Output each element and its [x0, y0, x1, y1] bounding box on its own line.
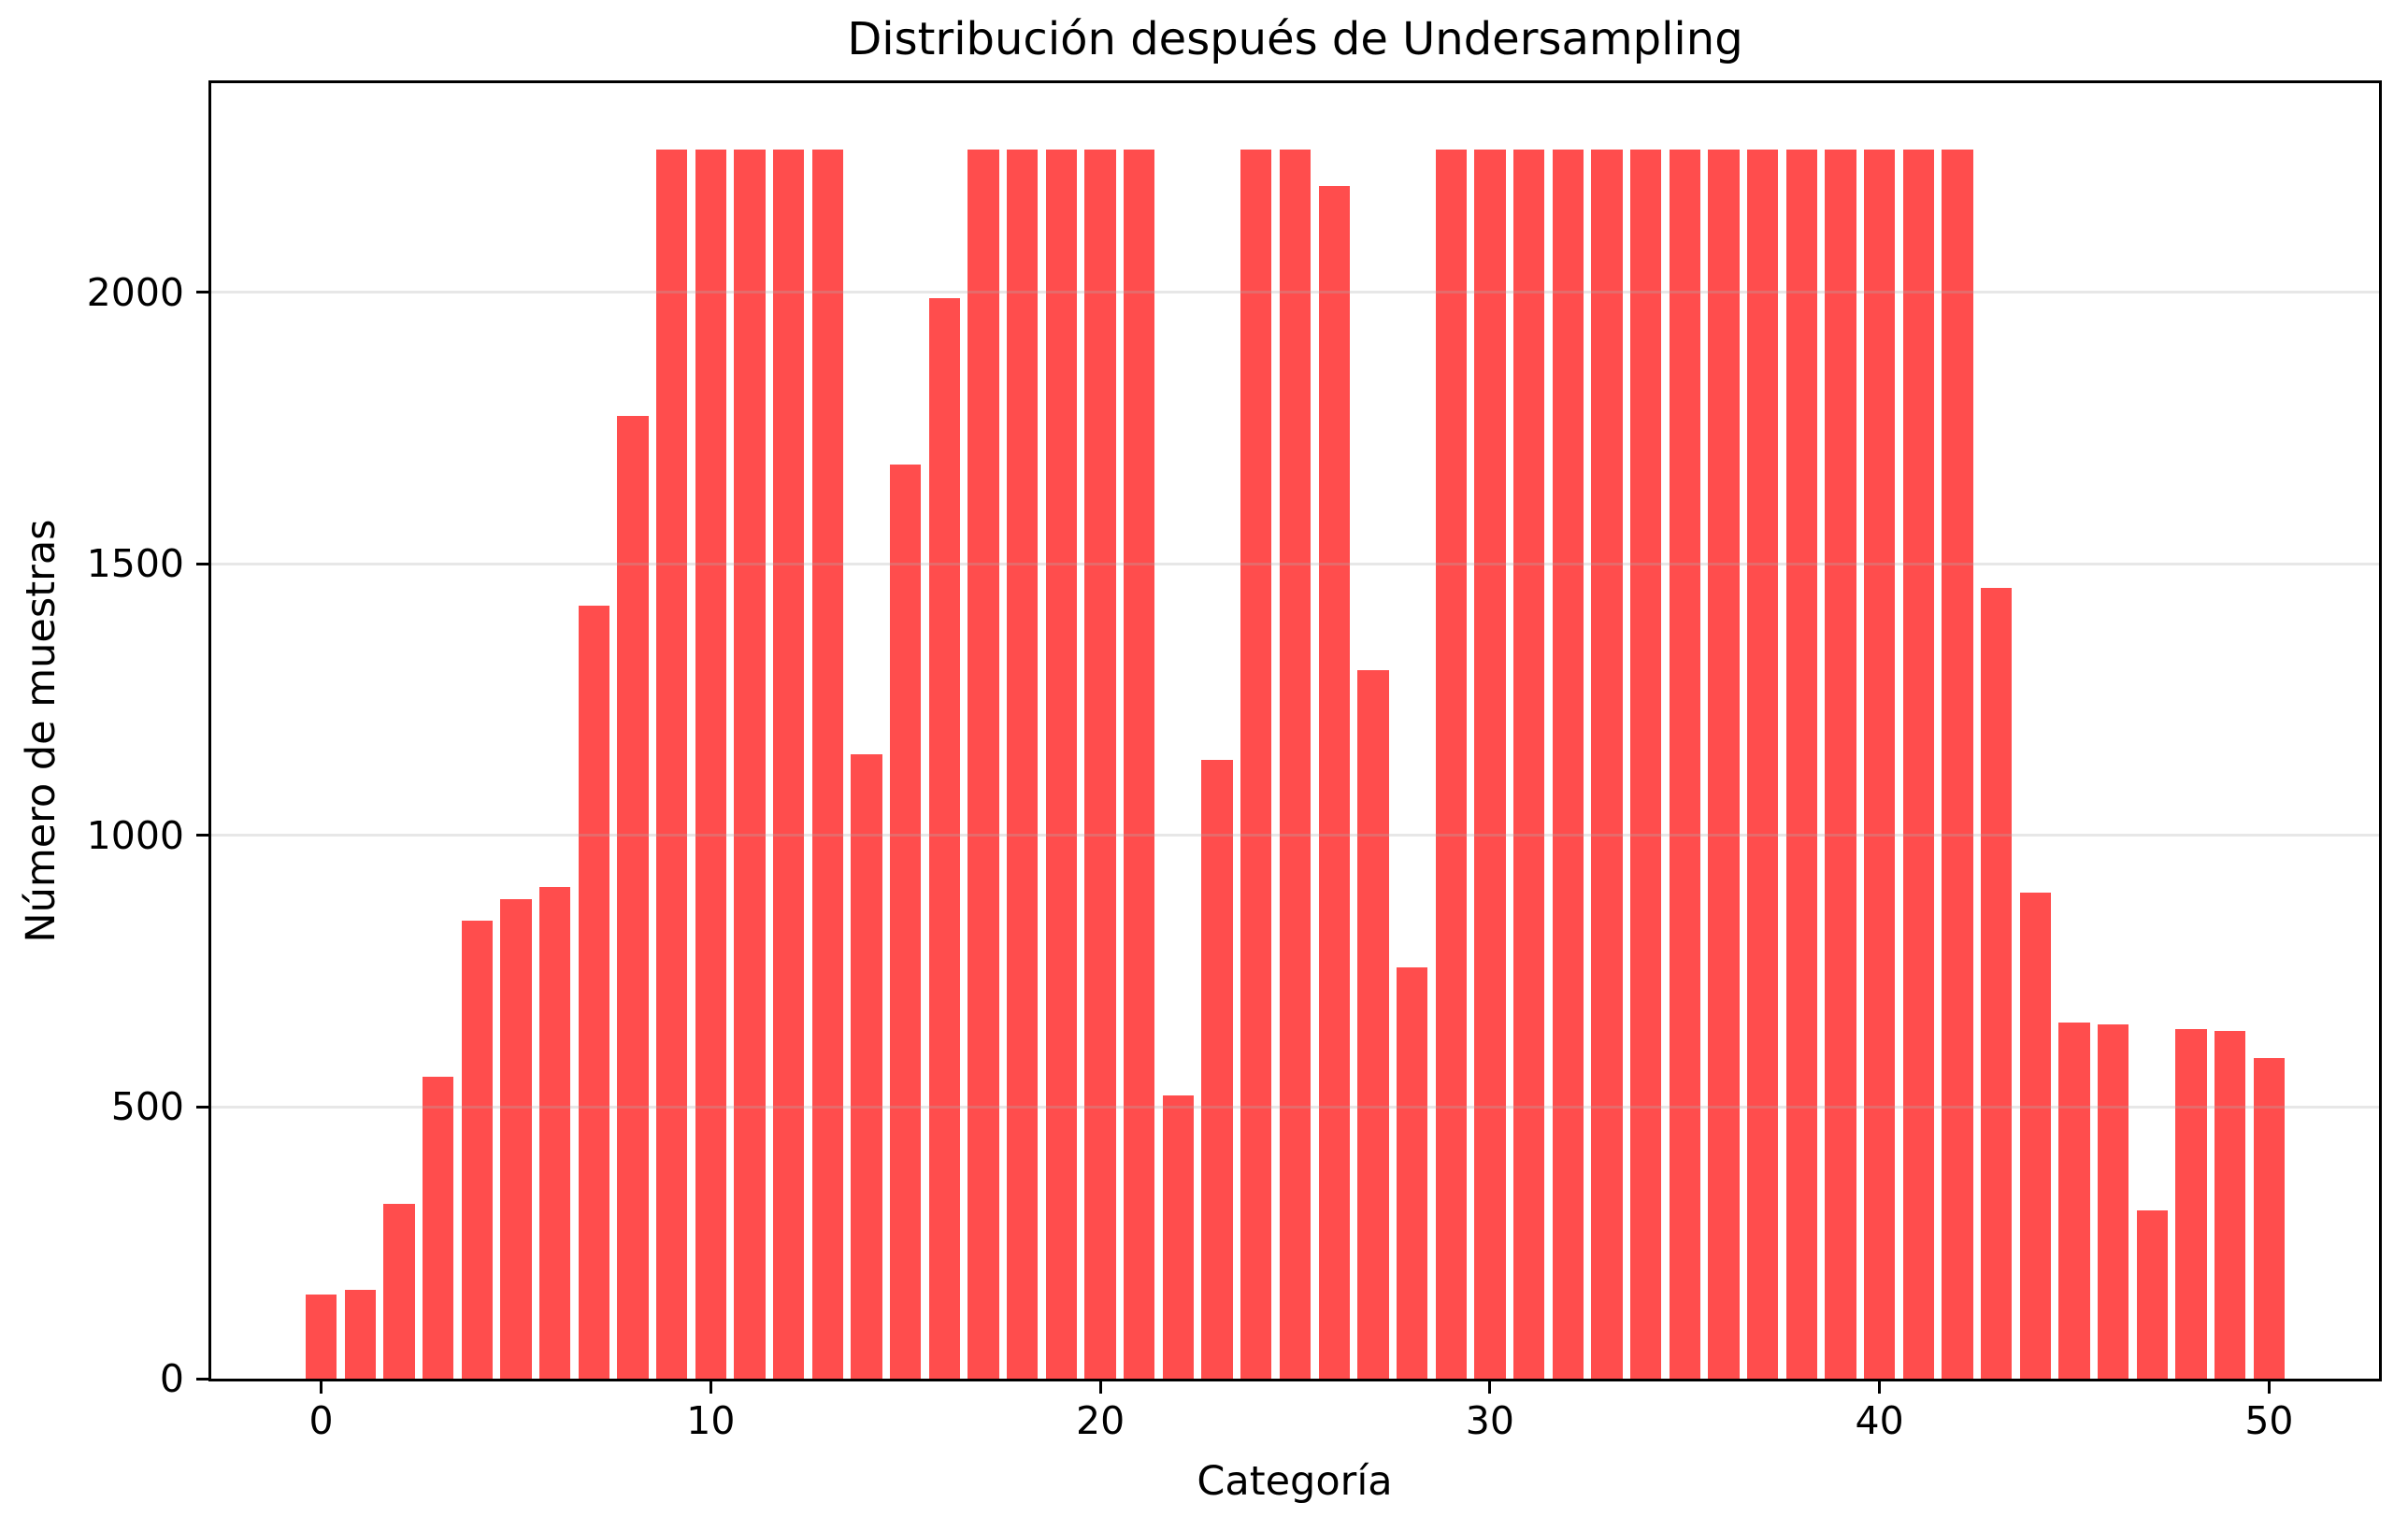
bar [2019, 893, 2052, 1379]
bar [1902, 150, 1934, 1379]
bar [890, 464, 922, 1379]
bar [1084, 150, 1116, 1379]
x-tick [2267, 1381, 2271, 1394]
x-tick-label: 40 [1855, 1398, 1904, 1443]
bar [1357, 669, 1389, 1379]
bar [655, 150, 688, 1379]
bar [2098, 1024, 2129, 1379]
bar [422, 1077, 454, 1379]
y-axis-label: Número de muestras [18, 519, 64, 943]
bar [1512, 150, 1545, 1379]
y-tick-label: 2000 [86, 269, 184, 315]
bar [2058, 1022, 2090, 1379]
bar [1629, 150, 1662, 1379]
bar [1746, 150, 1779, 1379]
y-tick-label: 0 [159, 1356, 184, 1401]
x-tick [1488, 1381, 1492, 1394]
bar [344, 1289, 376, 1379]
x-axis-label: Categoría [1197, 1458, 1393, 1505]
gridline [211, 562, 2379, 565]
x-tick-label: 50 [2244, 1398, 2294, 1443]
bar [1708, 150, 1740, 1379]
plot-area [208, 80, 2382, 1381]
bar [538, 886, 571, 1379]
bar [1007, 150, 1039, 1379]
gridline [211, 291, 2379, 294]
x-tick [320, 1381, 323, 1394]
gridline [211, 1105, 2379, 1109]
bar [2175, 1028, 2207, 1379]
bar [1279, 150, 1312, 1379]
bar [773, 150, 805, 1379]
x-tick [1098, 1381, 1102, 1394]
x-tick [1878, 1381, 1882, 1394]
bar [383, 1204, 415, 1379]
bar [734, 150, 766, 1379]
bars-layer [211, 83, 2379, 1379]
gridlines-layer [211, 83, 2379, 1379]
y-tick [196, 562, 208, 565]
chart-title: Distribución después de Undersampling [847, 13, 1743, 65]
bar [2253, 1057, 2286, 1379]
y-tick [196, 291, 208, 294]
y-tick-label: 500 [110, 1084, 184, 1130]
bar [811, 150, 844, 1379]
bar [1045, 150, 1078, 1379]
bar [1552, 150, 1584, 1379]
bar [1124, 150, 1155, 1379]
bar [2136, 1210, 2169, 1379]
x-tick-label: 20 [1076, 1398, 1125, 1443]
bar [461, 921, 493, 1379]
bar [968, 150, 999, 1379]
bar [2214, 1031, 2246, 1379]
x-tick [709, 1381, 712, 1394]
x-tick-label: 0 [308, 1398, 334, 1443]
bar [578, 606, 609, 1379]
bar [1162, 1095, 1195, 1379]
y-tick-label: 1000 [86, 812, 184, 858]
bar [851, 753, 882, 1379]
bar [1669, 150, 1700, 1379]
bar [1942, 150, 1973, 1379]
y-tick-label: 1500 [86, 541, 184, 587]
bar [1318, 185, 1350, 1379]
bar [1240, 150, 1272, 1379]
bar [617, 416, 649, 1379]
bar [695, 150, 726, 1379]
bar [1825, 150, 1856, 1379]
y-tick [196, 834, 208, 837]
gridline [211, 834, 2379, 837]
bar [305, 1294, 337, 1379]
x-tick-label: 30 [1465, 1398, 1514, 1443]
bar [1396, 967, 1428, 1379]
bar [928, 297, 961, 1379]
bar [1591, 150, 1623, 1379]
bar [1785, 150, 1817, 1379]
bar [1435, 150, 1467, 1379]
x-tick-label: 10 [686, 1398, 736, 1443]
bar [1863, 150, 1896, 1379]
bar [1981, 587, 2013, 1379]
y-tick [196, 1377, 208, 1381]
bar [500, 898, 532, 1379]
bar [1474, 150, 1506, 1379]
y-tick [196, 1105, 208, 1109]
bar [1201, 759, 1233, 1379]
